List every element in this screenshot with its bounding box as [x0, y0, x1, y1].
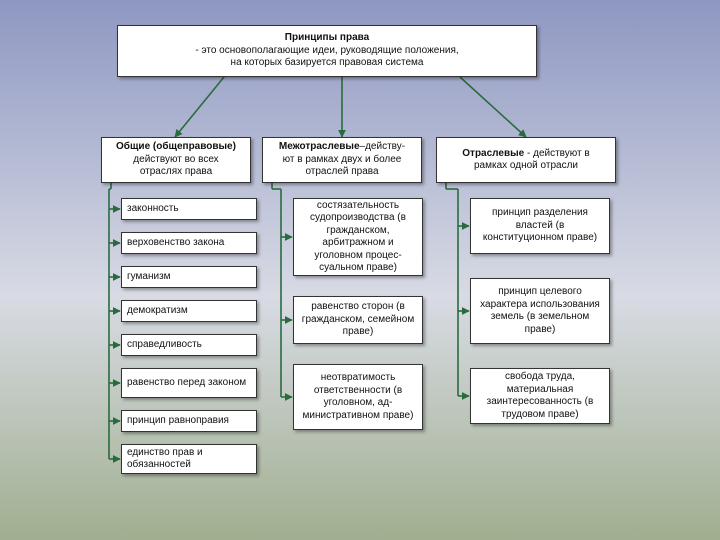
item-text: верховенство закона — [127, 237, 224, 250]
cat-branch-item-1: принцип целевого характера использования… — [470, 278, 610, 344]
cat-inter-item-2: неотвратимость ответственности (в уголов… — [293, 364, 423, 430]
item-text: принцип целевого характера использования… — [476, 286, 604, 336]
cat-branch: Отраслевые - действуют врамках одной отр… — [436, 137, 616, 183]
item-text: равенство сторон (в гражданском, семейно… — [299, 301, 417, 339]
item-text: единство прав и обязанностей — [127, 447, 251, 472]
category-title: Отраслевые - действуют в — [462, 148, 589, 161]
cat-general: Общие (общеправовые) действуют во всехотр… — [101, 137, 251, 183]
root-title: Принципы права — [285, 32, 369, 45]
cat-general-item-7: единство прав и обязанностей — [121, 444, 257, 474]
item-text: гуманизм — [127, 271, 171, 284]
category-subtitle1: ют в рамках двух и более — [283, 154, 402, 167]
root-line2: - это основополагающие идеи, руководящие… — [195, 45, 458, 58]
root-line3: на которых базируется правовая система — [231, 57, 424, 70]
item-text: состязательность судопроизводства (в гра… — [299, 200, 417, 275]
item-text: справедливость — [127, 339, 202, 352]
item-text: равенство перед законом — [127, 377, 246, 390]
cat-inter: Межотраслевые–действу-ют в рамках двух и… — [262, 137, 422, 183]
root-node: Принципы права- это основополагающие иде… — [117, 25, 537, 77]
cat-general-item-5: равенство перед законом — [121, 368, 257, 398]
category-subtitle1: рамках одной отрасли — [474, 160, 578, 173]
category-title: Межотраслевые–действу- — [279, 141, 405, 154]
cat-general-item-2: гуманизм — [121, 266, 257, 288]
category-title: Общие (общеправовые) — [116, 141, 236, 154]
cat-branch-item-0: принцип разделения властей (в конституци… — [470, 198, 610, 254]
cat-inter-item-0: состязательность судопроизводства (в гра… — [293, 198, 423, 276]
category-subtitle2: отраслях права — [140, 166, 212, 179]
cat-general-item-6: принцип равноправия — [121, 410, 257, 432]
category-title-tail: - действуют в — [524, 148, 590, 159]
category-subtitle1: действуют во всех — [133, 154, 218, 167]
category-title-bold: Отраслевые — [462, 148, 524, 159]
item-text: принцип разделения властей (в конституци… — [476, 207, 604, 245]
diagram-canvas: Принципы права- это основополагающие иде… — [0, 0, 720, 540]
item-text: принцип равноправия — [127, 415, 229, 428]
cat-general-item-4: справедливость — [121, 334, 257, 356]
item-text: неотвратимость ответственности (в уголов… — [299, 372, 417, 422]
item-text: свобода труда, материальная заинтересова… — [476, 371, 604, 421]
item-text: демократизм — [127, 305, 188, 318]
category-subtitle2: отраслей права — [305, 166, 378, 179]
category-title-tail: –действу- — [360, 141, 406, 152]
cat-general-item-0: законность — [121, 198, 257, 220]
category-title-bold: Межотраслевые — [279, 141, 360, 152]
item-text: законность — [127, 203, 179, 216]
cat-inter-item-1: равенство сторон (в гражданском, семейно… — [293, 296, 423, 344]
cat-branch-item-2: свобода труда, материальная заинтересова… — [470, 368, 610, 424]
category-title-bold: Общие (общеправовые) — [116, 141, 236, 152]
cat-general-item-1: верховенство закона — [121, 232, 257, 254]
cat-general-item-3: демократизм — [121, 300, 257, 322]
